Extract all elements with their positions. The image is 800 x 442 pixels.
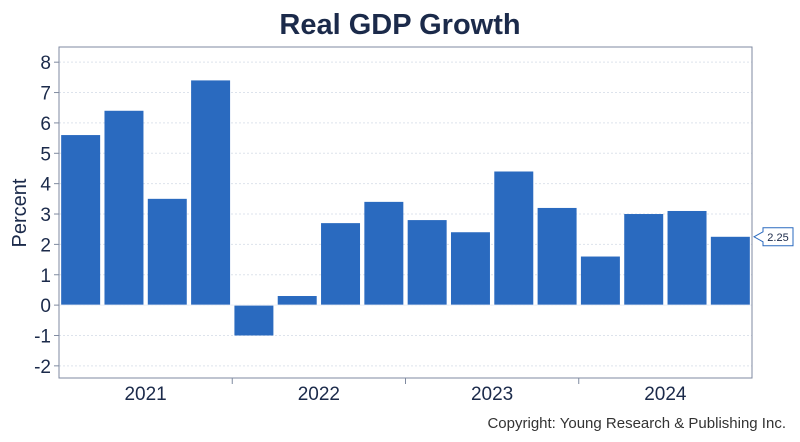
- bar: [364, 201, 404, 306]
- y-tick-label: 2: [40, 235, 51, 256]
- bar: [624, 214, 664, 306]
- y-tick-label: -1: [34, 326, 51, 347]
- y-tick-label: -2: [34, 357, 51, 378]
- y-tick-label: 5: [40, 144, 51, 165]
- bars: [59, 80, 752, 336]
- x-tick-label: 2021: [124, 384, 166, 405]
- x-tick-label: 2024: [644, 384, 687, 405]
- bar: [710, 236, 750, 306]
- y-tick-label: 1: [40, 266, 51, 287]
- copyright-text: Copyright: Young Research & Publishing I…: [487, 415, 786, 432]
- y-tick-label: 7: [40, 84, 51, 105]
- bar: [277, 296, 317, 306]
- y-tick-label: 4: [40, 175, 51, 196]
- callout-value-label: 2.25: [767, 232, 788, 244]
- x-tick-label: 2022: [298, 384, 340, 405]
- bar: [104, 110, 144, 306]
- bar: [580, 256, 620, 306]
- chart-title: Real GDP Growth: [279, 9, 520, 41]
- bar: [494, 171, 534, 306]
- bar: [61, 135, 101, 306]
- bar: [667, 210, 707, 306]
- bar: [407, 220, 447, 306]
- bar: [537, 207, 577, 306]
- x-tick-label: 2023: [471, 384, 513, 405]
- x-axis-ticks: 2021 2022 2023 2024: [124, 378, 687, 405]
- y-axis-ticks: 8 7 6 5 4 3 2 1 0 -1 -2: [34, 53, 59, 378]
- bar: [450, 232, 490, 306]
- bar: [147, 198, 187, 306]
- y-axis-label: Percent: [9, 178, 31, 247]
- bar: [191, 80, 231, 306]
- y-tick-label: 3: [40, 205, 51, 226]
- y-tick-label: 8: [40, 53, 51, 74]
- bar: [321, 223, 361, 306]
- callout-box: [752, 227, 794, 247]
- y-tick-label: 0: [40, 296, 51, 317]
- y-tick-label: 6: [40, 114, 51, 135]
- last-value-callout: 2.25: [752, 227, 794, 247]
- bar: [234, 305, 274, 336]
